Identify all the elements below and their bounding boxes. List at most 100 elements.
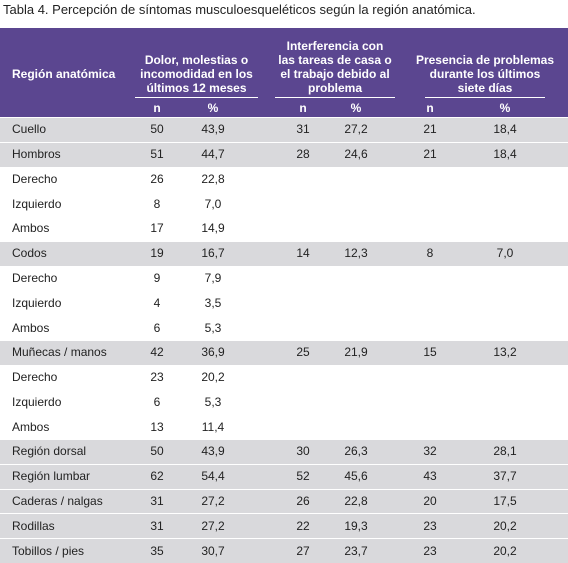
cell-value: 13,2 [493,345,517,360]
row-label: Hombros [12,147,61,162]
cell-value: 24,6 [344,147,368,162]
cell-value: 36,9 [201,345,225,360]
cell-value: 43,9 [201,122,225,137]
header-group-line: Presencia de problemas [415,53,555,67]
cell-value: 26,3 [344,444,368,459]
row-label: Cuello [12,122,47,137]
table-row: Izquierdo 8 7,0 [0,191,568,217]
header-region: Región anatómica [12,67,116,81]
cell-value: 35 [150,543,164,558]
table-row: Codos 19 16,7 14 12,3 8 7,0 [0,240,568,266]
header-sub: n [299,101,307,115]
cell-value: 45,6 [344,469,368,484]
header-group-line: últimos 12 meses [146,81,247,95]
row-label: Derecho [12,370,58,385]
header-group-line: incomodidad en los [140,67,253,81]
header-sub: % [207,101,219,115]
cell-value: 6 [153,394,161,409]
cell-value: 31 [150,494,164,509]
cell-value: 31 [150,518,164,533]
cell-value: 7,0 [204,196,222,211]
row-label: Muñecas / manos [12,345,107,360]
cell-value: 30 [296,444,310,459]
cell-value: 5,3 [204,394,222,409]
row-label: Región dorsal [12,444,87,459]
table-row: Izquierdo 4 3,5 [0,290,568,316]
header-underline [275,97,395,98]
table-row: Derecho 23 20,2 [0,364,568,390]
cell-value: 23 [423,518,437,533]
cell-value: 17,5 [493,494,517,509]
cell-value: 32 [423,444,437,459]
header-group-line: siete días [457,81,513,95]
cell-value: 18,4 [493,147,517,162]
row-label: Derecho [12,271,58,286]
table-header [0,28,568,117]
row-label: Izquierdo [12,295,62,310]
cell-value: 27,2 [201,494,225,509]
table-row: Muñecas / manos 42 36,9 25 21,9 15 13,2 [0,340,568,365]
cell-value: 50 [150,122,164,137]
table-title: Tabla 4. Percepción de síntomas musculoe… [3,2,476,17]
cell-value: 27,2 [344,122,368,137]
cell-value: 22 [296,518,310,533]
table-row: Cuello 50 43,9 31 27,2 21 18,4 [0,117,568,142]
cell-value: 43 [423,469,437,484]
cell-value: 44,7 [201,147,225,162]
cell-value: 13 [150,419,164,434]
cell-value: 42 [150,345,164,360]
cell-value: 19 [150,246,164,261]
cell-value: 27,2 [201,518,225,533]
cell-value: 31 [296,122,310,137]
row-label: Izquierdo [12,196,62,211]
cell-value: 51 [150,147,164,162]
table-row: Derecho 26 22,8 [0,166,568,192]
table-row: Hombros 51 44,7 28 24,6 21 18,4 [0,141,568,167]
header-sub: % [350,101,362,115]
header-sub: n [153,101,161,115]
cell-value: 18,4 [493,122,517,137]
cell-value: 26 [150,171,164,186]
row-label: Caderas / nalgas [12,494,103,509]
cell-value: 21 [423,147,437,162]
table-row: Rodillas 31 27,2 22 19,3 23 20,2 [0,513,568,539]
cell-value: 26 [296,494,310,509]
row-label: Izquierdo [12,394,62,409]
table-row: Ambos 6 5,3 [0,315,568,340]
table-row: Caderas / nalgas 31 27,2 26 22,8 20 17,5 [0,488,568,514]
cell-value: 14 [296,246,310,261]
table-row: Derecho 9 7,9 [0,265,568,291]
cell-value: 25 [296,345,310,360]
header-group-line: problema [307,81,362,95]
cell-value: 19,3 [344,518,368,533]
header-sub: % [499,101,511,115]
cell-value: 22,8 [201,171,225,186]
table-row: Tobillos / pies 35 30,7 27 23,7 23 20,2 [0,538,568,563]
header-sub: n [426,101,434,115]
cell-value: 23 [423,543,437,558]
cell-value: 14,9 [201,221,225,236]
cell-value: 8 [426,246,434,261]
header-group-line: Interferencia con [286,39,384,53]
cell-value: 23 [150,370,164,385]
table-row: Región lumbar 62 54,4 52 45,6 43 37,7 [0,463,568,489]
cell-value: 28 [296,147,310,162]
cell-value: 12,3 [344,246,368,261]
cell-value: 16,7 [201,246,225,261]
header-underline [135,97,258,98]
cell-value: 11,4 [201,419,225,434]
table-row: Ambos 17 14,9 [0,216,568,241]
cell-value: 43,9 [201,444,225,459]
cell-value: 20,2 [493,543,517,558]
cell-value: 21,9 [344,345,368,360]
row-label: Ambos [12,320,50,335]
table-row: Izquierdo 6 5,3 [0,389,568,415]
cell-value: 52 [296,469,310,484]
cell-value: 3,5 [204,295,222,310]
cell-value: 20 [423,494,437,509]
row-label: Ambos [12,221,50,236]
header-group-line: las tareas de casa o [278,53,392,67]
cell-value: 9 [153,271,161,286]
cell-value: 54,4 [201,469,225,484]
